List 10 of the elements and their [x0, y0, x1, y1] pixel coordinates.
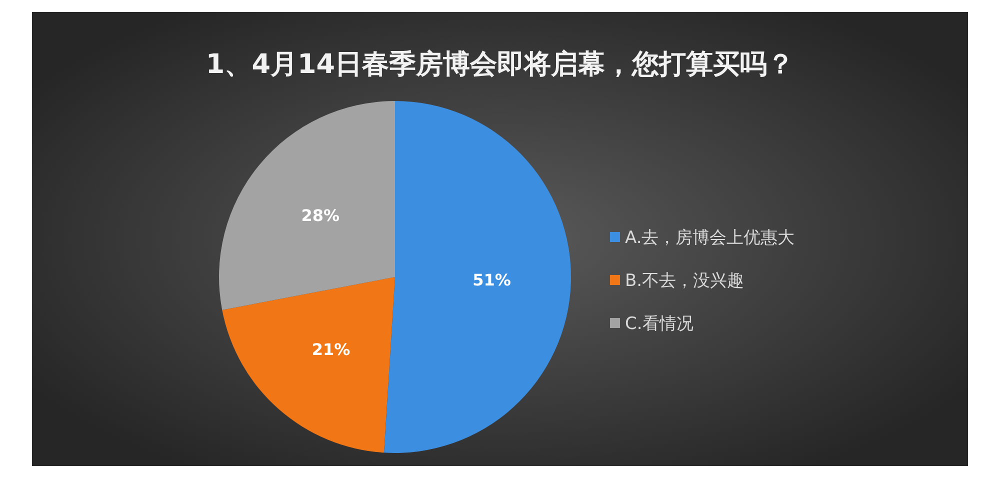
data-label: 21% — [312, 340, 350, 360]
legend-label: A.去，房博会上优惠大 — [625, 228, 795, 248]
pie-slice — [219, 101, 395, 310]
data-label: 51% — [472, 270, 511, 290]
pie-slice — [384, 101, 571, 453]
data-label: 28% — [301, 206, 340, 225]
legend-label: B.不去，没兴趣 — [625, 270, 744, 291]
chart-title: 1、4月14日春季房博会即将启幕，您打算买吗？ — [206, 49, 794, 80]
pie-slice — [222, 277, 395, 453]
legend-label: C.看情况 — [625, 314, 694, 334]
